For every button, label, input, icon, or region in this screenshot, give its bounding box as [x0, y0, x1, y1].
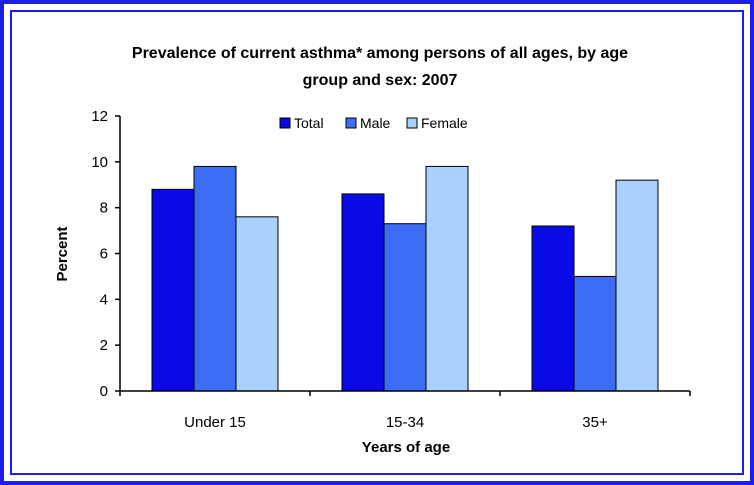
y-tick-label: 10: [91, 154, 108, 171]
y-axis-title: Percent: [54, 226, 71, 281]
legend-label-female: Female: [421, 115, 468, 131]
legend-swatch-female: [406, 117, 418, 129]
x-tick-label: 15-34: [386, 414, 424, 431]
y-tick-label: 8: [100, 200, 108, 217]
y-tick-label: 6: [100, 246, 108, 263]
y-tick-label: 12: [91, 108, 108, 125]
chart-title-line-1: Prevalence of current asthma* among pers…: [132, 45, 628, 62]
bar-total-2: [341, 193, 385, 392]
legend-swatch-male: [345, 117, 357, 129]
legend-swatch-total: [279, 117, 291, 129]
y-tick-label: 2: [100, 337, 108, 354]
bar-female-3: [615, 179, 659, 392]
bar-male-2: [383, 223, 427, 392]
bar-male-1: [193, 165, 237, 392]
bar-female-2: [425, 165, 469, 392]
bar-total-1: [151, 188, 195, 392]
x-axis: Under 15 15-34 35+: [119, 390, 691, 431]
y-tick-label: 4: [100, 291, 108, 308]
chart-title-line-2: group and sex: 2007: [303, 72, 458, 89]
legend-label-total: Total: [294, 115, 324, 131]
x-axis-title: Years of age: [362, 439, 450, 456]
bar-male-3: [573, 275, 617, 392]
bars-group: [151, 165, 659, 392]
bar-female-1: [235, 216, 279, 392]
y-tick-label: 0: [100, 383, 108, 400]
legend: Total Male Female: [279, 115, 468, 131]
x-tick-label: 35+: [582, 414, 608, 431]
x-tick-label: Under 15: [184, 414, 246, 431]
bar-total-3: [531, 225, 575, 392]
legend-label-male: Male: [360, 115, 391, 131]
y-axis: 0 2 4 6 8 10 12: [91, 108, 121, 400]
